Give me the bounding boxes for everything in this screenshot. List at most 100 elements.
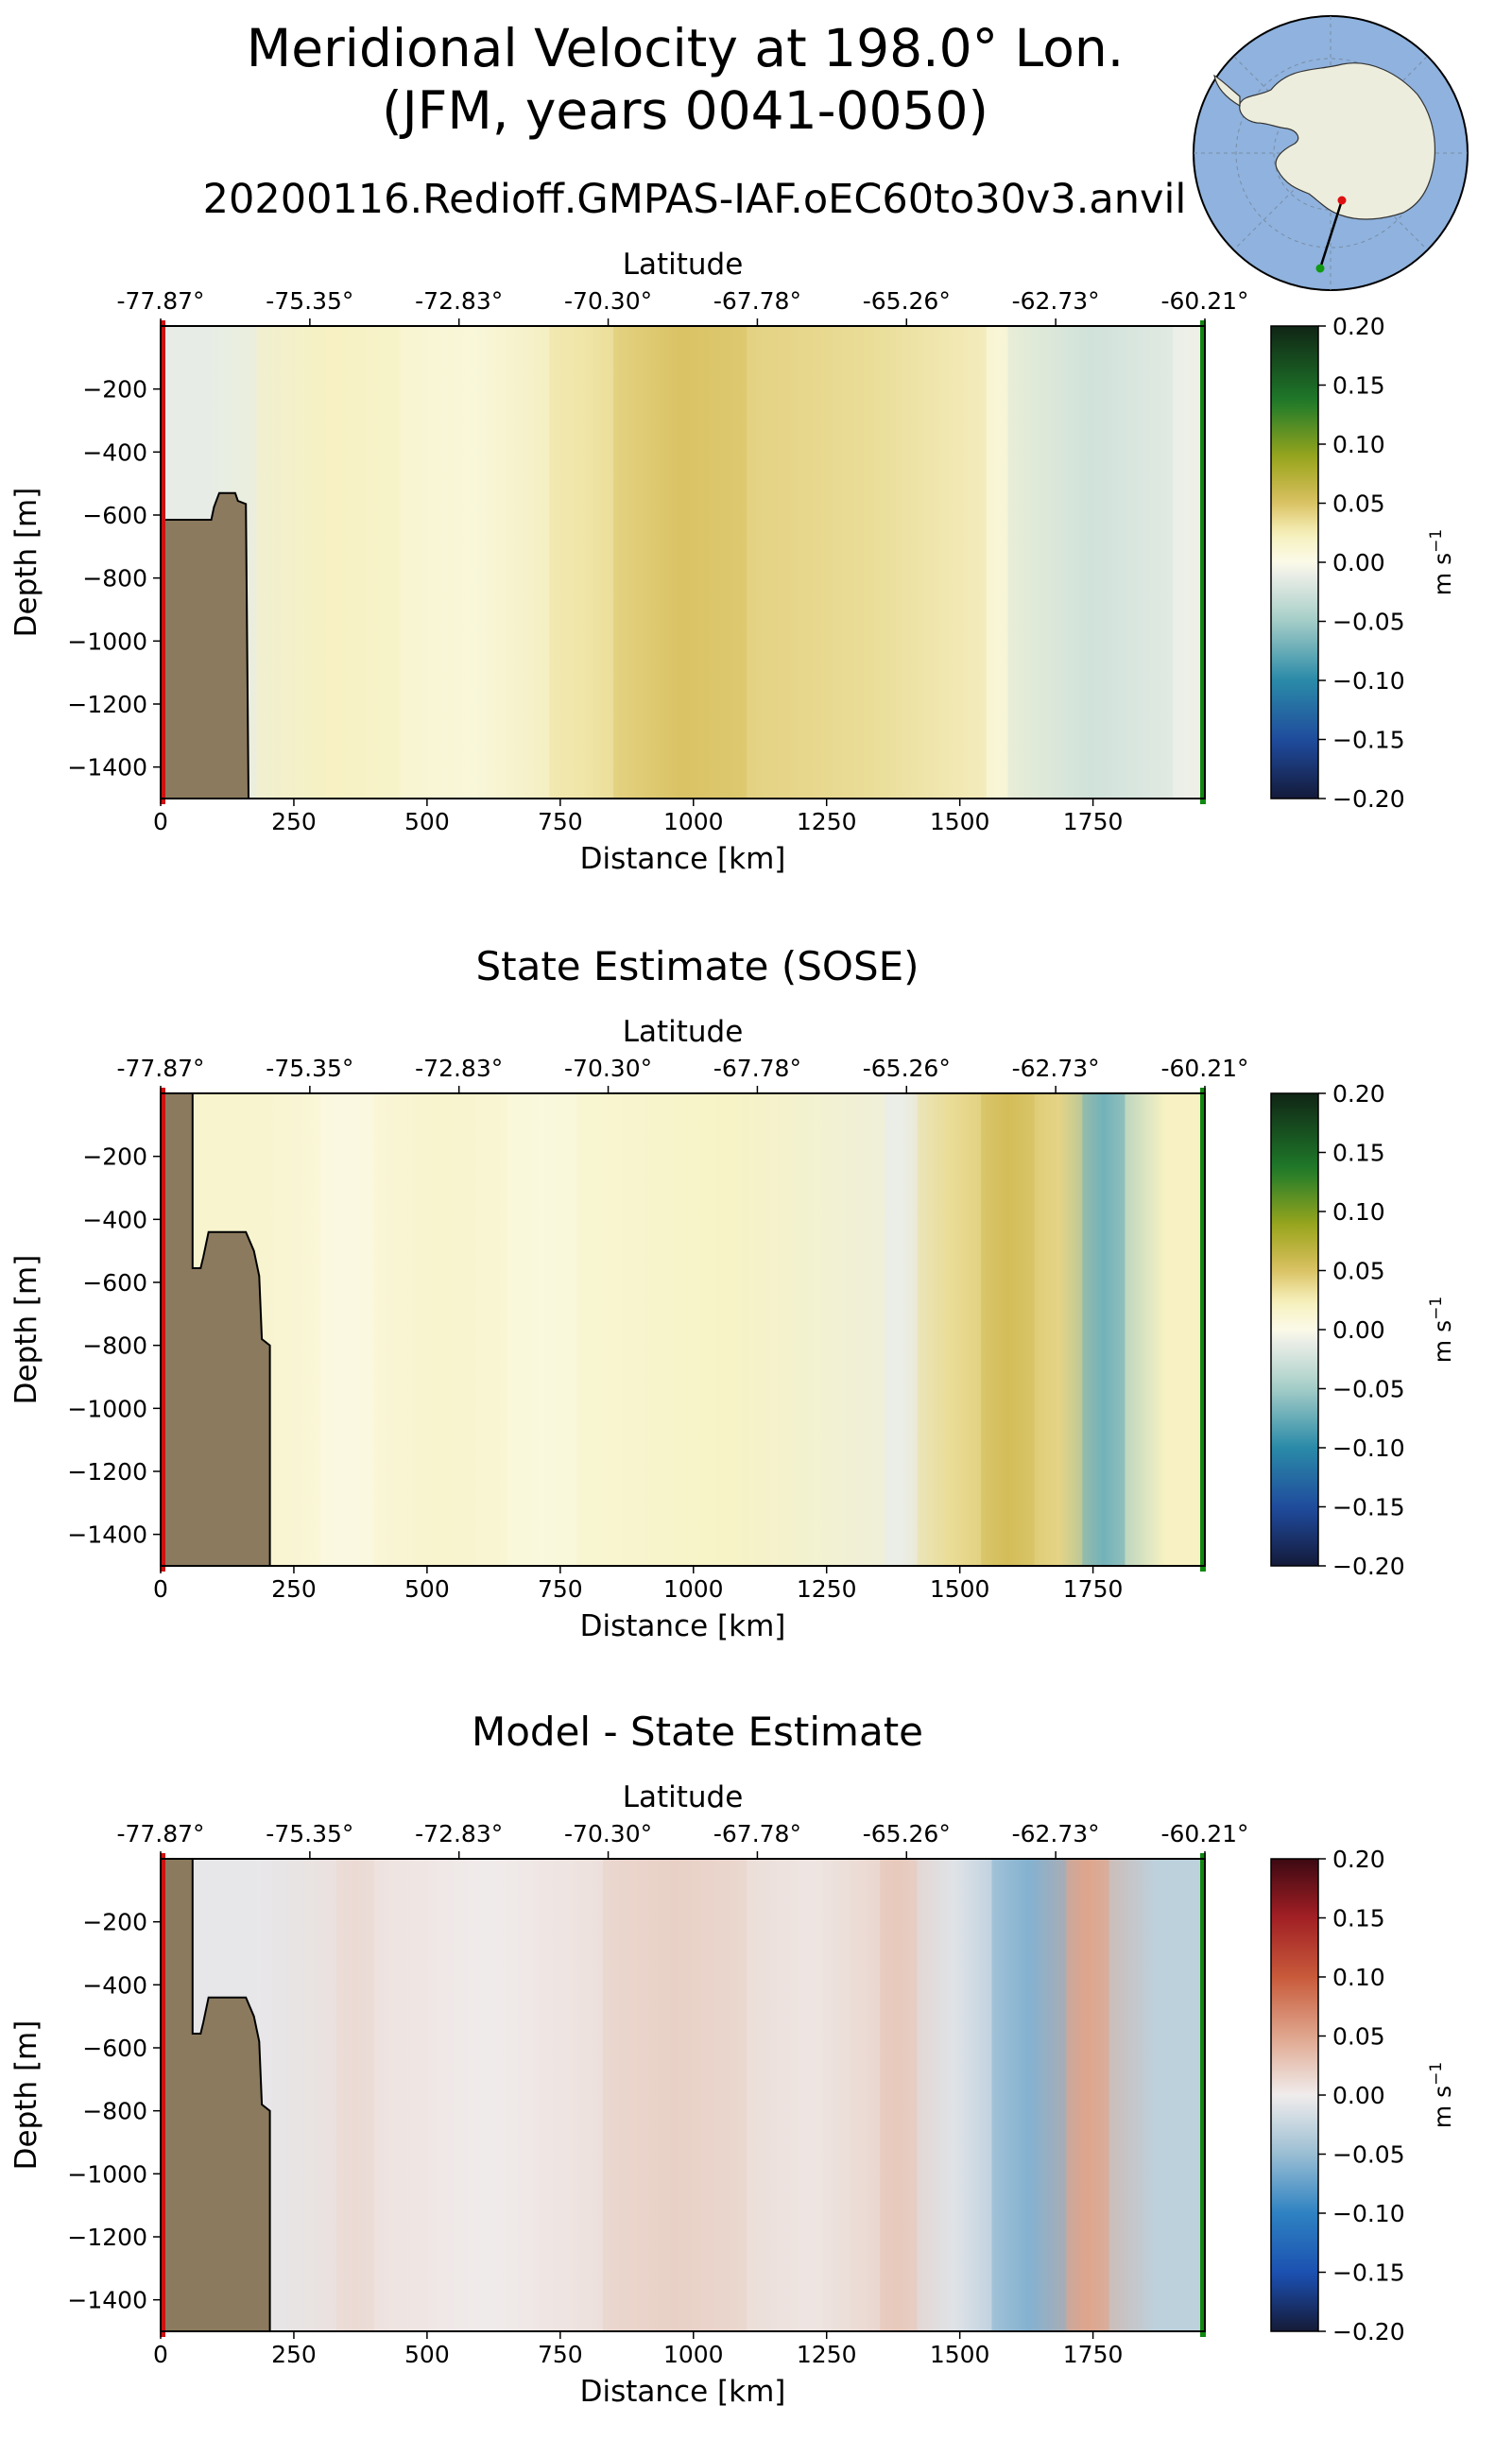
axes-frame [160,325,1206,799]
axes-frame [160,1858,1206,2332]
section-field [161,326,1205,799]
x-tick-label: 1250 [797,1575,857,1603]
x-tick-label: 1500 [930,2341,990,2368]
x-tick-label: 1750 [1063,2341,1124,2368]
top-axis-label: Latitude [623,248,744,282]
field-column-2 [400,326,550,799]
field-column-7 [981,1093,1035,1566]
colorbar-tick-label: 0.15 [1332,1140,1385,1167]
field-column-1 [320,1093,374,1566]
colorbar-tick-label: −0.20 [1332,1553,1405,1580]
colorbar-tick-label: −0.05 [1332,1376,1405,1403]
bathymetry [160,1092,271,1567]
latitude-tick-label: -75.35° [266,287,353,315]
colorbar-tick-label: −0.15 [1332,2259,1405,2287]
x-tick-label: 500 [404,1575,450,1603]
colorbar-tick-label: 0.20 [1332,313,1385,340]
x-tick-label: 0 [153,2341,168,2368]
x-axis-label: Distance [km] [580,842,786,876]
colorbar-tick-label: −0.15 [1332,727,1405,754]
x-tick-label: 500 [404,808,450,835]
y-axis-label: Depth [m] [9,488,43,638]
latitude-tick-label: -65.26° [863,1820,951,1847]
latitude-tick-label: -77.87° [116,287,204,315]
x-tick-label: 0 [153,808,168,835]
colorbar-tick-label: 0.20 [1332,1080,1385,1108]
field-column-6 [917,1859,992,2331]
latitude-tick-label: -62.73° [1012,287,1100,315]
y-tick-label: −400 [82,1206,147,1233]
antarctica-land [1213,62,1436,220]
field-column-4 [747,1859,881,2331]
field-column-7 [1007,326,1174,799]
latitude-tick-label: -77.87° [116,1055,204,1082]
latitude-tick-label: -70.30° [564,1820,652,1847]
latitude-tick-label: -77.87° [116,1820,204,1847]
colorbar-tick-label: 0.10 [1332,1198,1385,1226]
field-column-8 [1066,1859,1109,2331]
latitude-tick-label: -62.73° [1012,1820,1100,1847]
colorbar-tick-label: 0.05 [1332,1258,1385,1285]
y-tick-label: −1200 [67,1458,147,1486]
latitude-tick-label: -70.30° [564,287,652,315]
panel-title-sose: State Estimate (SOSE) [475,943,919,989]
latitude-tick-label: -65.26° [863,1055,951,1082]
latitude-tick-label: -60.21° [1160,1820,1248,1847]
colorbar-tick-label: 0.00 [1332,549,1385,576]
y-tick-label: −600 [82,2035,147,2062]
panel-difference: 0 250 500 750 1000 1250 1500 1750 Distance [km] -… [9,1780,1456,2409]
x-tick-label: 1000 [663,808,724,835]
x-tick-label: 1250 [797,2341,857,2368]
colorbar-tick-label: −0.10 [1332,1435,1405,1462]
colorbar-tick-label: −0.10 [1332,667,1405,695]
field-column-4 [576,1093,885,1566]
x-tick-label: 750 [538,808,583,835]
field-column-3 [549,326,614,799]
x-axis-label: Distance [km] [580,1609,786,1643]
x-tick-label: 1500 [930,1575,990,1603]
x-tick-label: 250 [271,808,317,835]
figure-title-line2: (JFM, years 0041-0050) [382,80,988,141]
latitude-tick-label: -60.21° [1160,287,1248,315]
field-column-2 [373,1093,507,1566]
colorbar-tick-label: −0.10 [1332,2200,1405,2227]
figure-title: Meridional Velocity at 198.0° Lon. (JFM,… [247,17,1124,142]
panel-model: 0 250 500 750 1000 1250 1500 1750 Distance [km] -… [9,248,1456,876]
bathymetry [160,1858,271,2332]
colorbar-tick-label: 0.15 [1332,372,1385,400]
field-column-3 [602,1859,747,2331]
axes-frame [160,1092,1206,1567]
top-axis-label: Latitude [623,1780,744,1814]
latitude-tick-label: -70.30° [564,1055,652,1082]
field-column-10 [1125,1093,1205,1566]
y-tick-label: −1000 [67,1395,147,1422]
x-axis-label: Distance [km] [580,2375,786,2409]
field-column-1 [256,326,401,799]
x-tick-label: 500 [404,2341,450,2368]
y-tick-label: −400 [82,1971,147,1999]
latitude-tick-label: -72.83° [415,287,503,315]
colorbar-tick-label: 0.05 [1332,490,1385,518]
y-tick-label: −800 [82,1332,147,1360]
field-column-7 [991,1859,1067,2331]
latitude-tick-label: -72.83° [415,1820,503,1847]
y-tick-label: −200 [82,376,147,404]
x-tick-label: 250 [271,1575,317,1603]
field-column-8 [1034,1093,1083,1566]
colorbar-unit-exponent: −1 [1427,2062,1446,2086]
field-column-5 [747,326,987,799]
transect-line [1318,199,1344,269]
colorbar-unit-exponent: −1 [1427,1297,1446,1320]
colorbar-tick-label: −0.20 [1332,2318,1405,2345]
field-column-2 [373,1859,603,2331]
y-tick-label: −1200 [67,2224,147,2251]
colorbar-unit-exponent: −1 [1427,529,1446,553]
y-tick-label: −200 [82,1143,147,1171]
colorbar-tick-label: −0.05 [1332,609,1405,636]
colorbar-tick-label: 0.15 [1332,1905,1385,1933]
y-axis-label: Depth [m] [9,1255,43,1405]
colorbar-tick-label: 0.20 [1332,1846,1385,1873]
y-tick-label: −1400 [67,754,147,782]
colorbar [1270,1858,1319,2332]
